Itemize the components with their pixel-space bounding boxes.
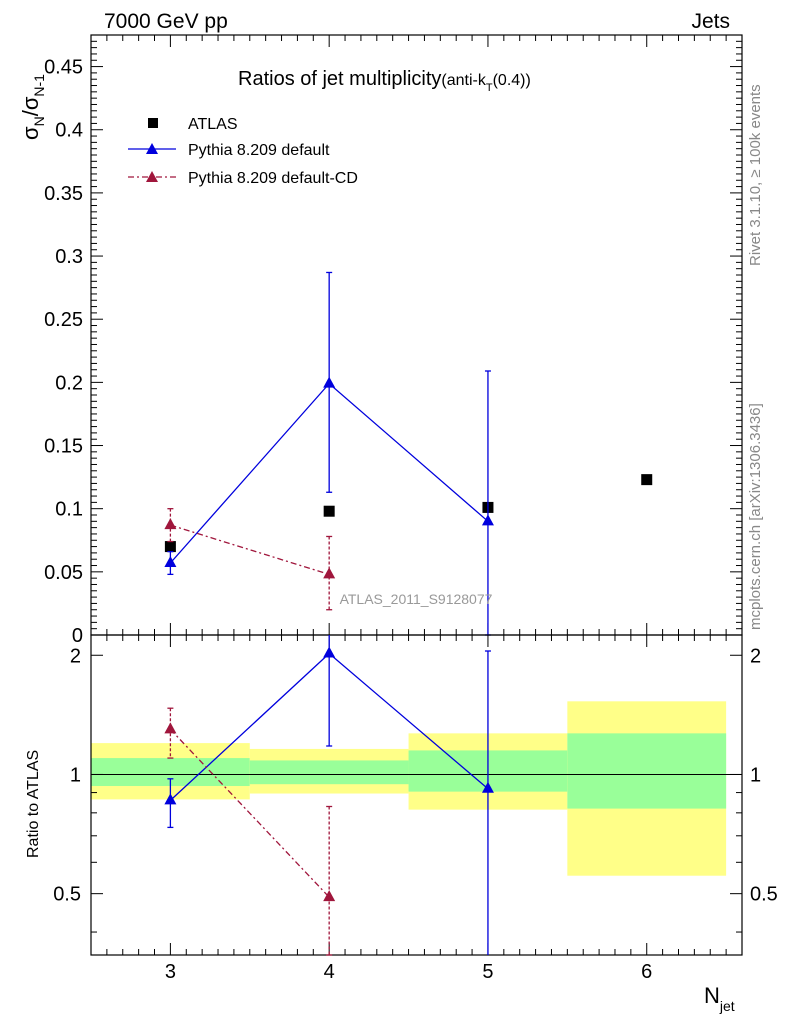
ylabel-sub1: N	[31, 116, 47, 126]
title-sub: T	[486, 82, 493, 94]
ratio-xlabel: Njet	[704, 983, 735, 1014]
main-ytick-label: 0.05	[44, 562, 83, 584]
main-ylabel: σN/σN-1	[18, 74, 47, 140]
point-default-cd	[323, 567, 336, 579]
point-default	[481, 514, 494, 526]
point-default	[164, 556, 177, 567]
main-ytick-label: 0.15	[44, 436, 83, 458]
main-ytick-label: 0.45	[44, 57, 83, 79]
ratio-line-default-cd	[169, 728, 330, 898]
main-ytick-label: 0.2	[55, 372, 83, 394]
point-default	[323, 376, 336, 388]
title-tail: (0.4))	[493, 72, 531, 89]
point-default-cd	[164, 518, 177, 530]
ratio-band-green-1	[249, 760, 409, 785]
atlas-point	[323, 505, 335, 517]
header-left: 7000 GeV pp	[104, 10, 228, 33]
legend-marker-atlas	[148, 118, 158, 128]
ratio-ytick-label-right: 2	[750, 645, 761, 667]
header-right: Jets	[691, 10, 730, 33]
xlabel-sub: jet	[719, 998, 735, 1014]
watermark: ATLAS_2011_S9128077	[340, 591, 493, 607]
ratio-xtick-label: 3	[165, 961, 176, 983]
ratio-ytick-label-right: 0.5	[750, 884, 778, 906]
ratio-plot-area: 3 4 5 6 0.5 0.5 1 1 2 2	[53, 634, 778, 983]
ratio-frame	[90, 634, 743, 956]
ratio-point-default	[323, 646, 336, 658]
main-ytick-label: 0	[72, 625, 83, 647]
legend: ATLAS Pythia 8.209 default Pythia 8.209 …	[128, 116, 358, 187]
legend-marker-default	[146, 143, 158, 154]
legend-label-default: Pythia 8.209 default	[188, 142, 330, 159]
ratio-xtick-label: 6	[641, 961, 652, 983]
main-ytick-label: 0.25	[44, 309, 83, 331]
ratio-ylabel: Ratio to ATLAS	[25, 750, 42, 858]
ratio-band-green-3	[567, 733, 727, 809]
title-suffix: (anti-k	[441, 72, 486, 89]
main-ytick-label: 0.4	[55, 120, 83, 142]
ratio-point-default-cd	[323, 890, 336, 902]
rivet-label: Rivet 3.1.10, ≥ 100k events	[747, 84, 764, 266]
legend-label-atlas: ATLAS	[188, 116, 238, 133]
ratio-xtick-label: 5	[482, 961, 493, 983]
ratio-point-default	[481, 781, 494, 793]
main-ytick-label: 0.1	[55, 499, 83, 521]
ratio-point-default	[164, 793, 177, 805]
ratio-ytick-label-left: 1	[70, 764, 81, 786]
ratio-point-default-cd	[164, 722, 177, 734]
ratio-xtick-label: 4	[324, 961, 335, 983]
main-title: Ratios of jet multiplicity(anti-kT(0.4))	[238, 68, 531, 94]
ylabel-mid: /σ	[18, 96, 43, 116]
atlas-point	[641, 474, 653, 486]
legend-label-default-cd: Pythia 8.209 default-CD	[188, 170, 358, 187]
main-ytick-label: 0.3	[55, 246, 83, 268]
mcplots-label: mcplots.cern.ch [arXiv:1306.3436]	[747, 403, 764, 630]
atlas-point	[164, 541, 176, 553]
ratio-ytick-label-left: 0.5	[53, 884, 81, 906]
line-default-cd	[170, 524, 330, 575]
ratio-ytick-label-left: 2	[70, 645, 81, 667]
main-plot-area: 0 0.05 0.1 0.15 0.2 0.25 0.3 0.35 0.4 0.45	[44, 34, 743, 647]
main-ytick-label: 0.35	[44, 183, 83, 205]
ratio-ytick-label-right: 1	[750, 764, 761, 786]
ylabel-sub2: N-1	[31, 74, 47, 97]
legend-marker-default-cd	[146, 171, 158, 182]
